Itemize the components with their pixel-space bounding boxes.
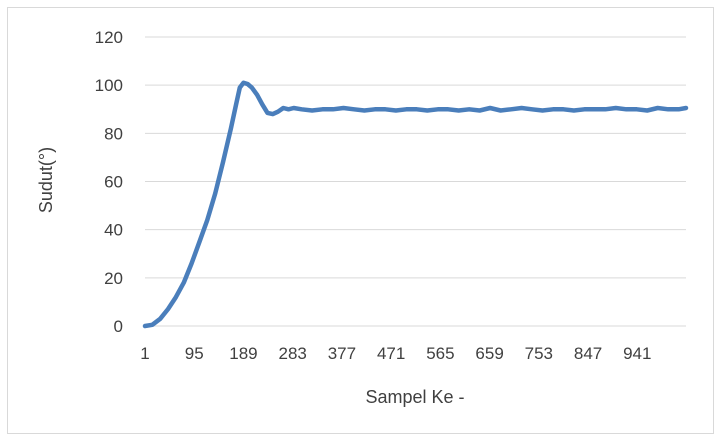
x-tick-label: 1 (140, 344, 149, 363)
y-tick-label: 0 (114, 317, 123, 336)
x-tick-label: 847 (574, 344, 602, 363)
chart-frame (7, 7, 714, 434)
x-tick-label: 377 (328, 344, 356, 363)
y-tick-label: 40 (104, 221, 123, 240)
x-axis-title: Sampel Ke - (365, 387, 464, 407)
y-tick-label: 120 (95, 28, 123, 47)
y-tick-label: 100 (95, 76, 123, 95)
x-tick-label: 941 (623, 344, 651, 363)
y-axis-title: Sudut(°) (36, 147, 56, 213)
x-tick-labels: 1 95 189 283 377 471 565 659 753 847 941 (140, 344, 651, 363)
x-tick-label: 565 (426, 344, 454, 363)
y-tick-label: 20 (104, 269, 123, 288)
x-tick-label: 283 (279, 344, 307, 363)
gridlines (145, 36, 686, 327)
y-tick-labels: 0 20 40 60 80 100 120 (95, 28, 123, 336)
x-tick-label: 659 (475, 344, 503, 363)
x-tick-label: 471 (377, 344, 405, 363)
y-tick-label: 80 (104, 124, 123, 143)
x-tick-label: 753 (525, 344, 553, 363)
series-line-0 (142, 80, 689, 329)
x-tick-label: 95 (185, 344, 204, 363)
x-tick-label: 189 (229, 344, 257, 363)
y-tick-label: 60 (104, 173, 123, 192)
series-group (142, 80, 689, 329)
